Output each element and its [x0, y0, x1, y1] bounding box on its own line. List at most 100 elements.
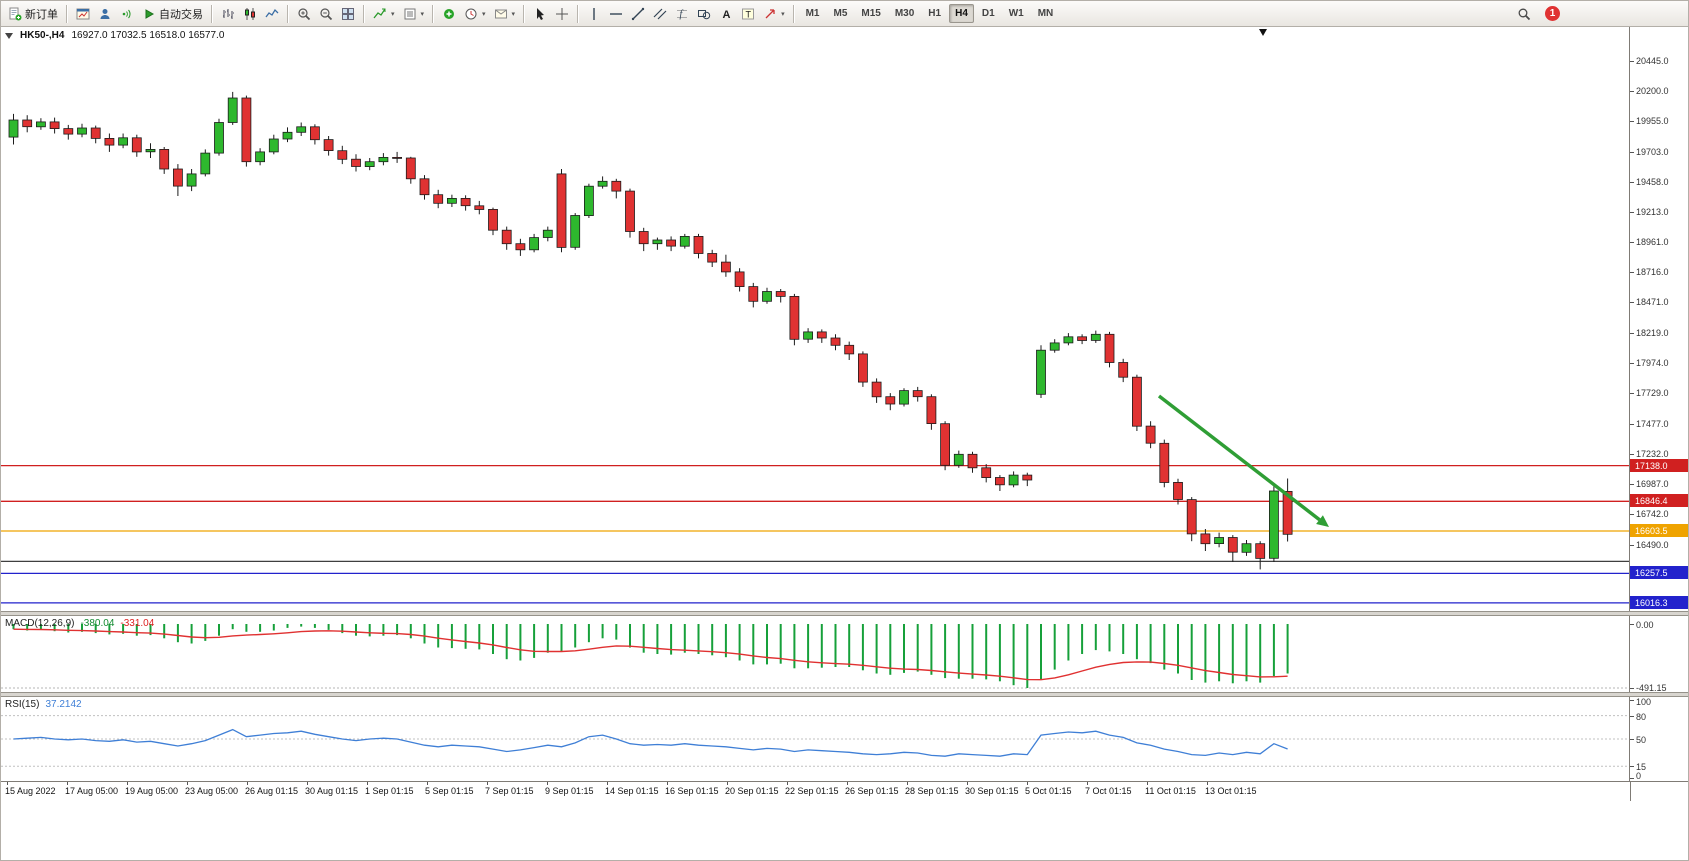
indicators-button[interactable]: ▾	[369, 3, 399, 25]
rsi-name: RSI(15)	[5, 699, 40, 710]
tile-windows-button[interactable]	[337, 3, 359, 25]
channel-button[interactable]	[649, 3, 671, 25]
horizontal-line-button[interactable]	[605, 3, 627, 25]
zoom-in-button[interactable]	[293, 3, 315, 25]
period-m15[interactable]: M15	[855, 4, 886, 23]
period-h4[interactable]: H4	[949, 4, 974, 23]
bar-chart-button[interactable]	[217, 3, 239, 25]
label-button[interactable]: T	[737, 3, 759, 25]
time-axis-label: 5 Sep 01:15	[425, 786, 474, 796]
time-axis[interactable]: 15 Aug 2022 17 Aug 05:00 19 Aug 05:00 23 Au…	[1, 781, 1688, 801]
candlestick-chart[interactable]	[1, 27, 1632, 611]
price-scale-label: 17974.0	[1636, 358, 1669, 368]
price-chart-pane[interactable]: HK50-,H4 16927.0 17032.5 16518.0 16577.0…	[1, 27, 1688, 611]
rsi-scale[interactable]: 100 80 50 15 0	[1629, 697, 1688, 781]
scale-tick	[1630, 121, 1634, 122]
macd-scale-label: -491.15	[1636, 683, 1667, 692]
pane-splitter-1[interactable]	[1, 611, 1688, 616]
rsi-scale-label: 0	[1636, 771, 1642, 781]
rsi-scale-label: 50	[1636, 735, 1647, 745]
axis-corner	[1630, 782, 1688, 801]
time-axis-label: 17 Aug 05:00	[65, 786, 119, 796]
main-toolbar: 新订单 自动交易 ▾ ▾ ▾ ▾ f A T ▾ M1 M5 M15 M30 H1 H4 D1 W1 MN 1	[1, 1, 1688, 27]
target-line-2-price-label: 16016.3	[1630, 596, 1688, 609]
rsi-pane[interactable]: RSI(15) 37.2142 100 80 50 15 0	[1, 697, 1688, 781]
zoom-out-button[interactable]	[315, 3, 337, 25]
scale-tick	[1630, 91, 1634, 92]
new-order-button[interactable]: 新订单	[4, 3, 62, 25]
rsi-label: RSI(15) 37.2142	[5, 699, 82, 710]
toolbar-separator	[432, 4, 435, 23]
profiles-button[interactable]	[94, 3, 116, 25]
rsi-value: 37.2142	[45, 699, 82, 710]
time-tick	[187, 782, 188, 785]
vertical-line-button[interactable]	[583, 3, 605, 25]
time-axis-label: 20 Sep 01:15	[725, 786, 779, 796]
text-button[interactable]: A	[715, 3, 737, 25]
arrows-button[interactable]: ▾	[759, 3, 789, 25]
period-h1[interactable]: H1	[922, 4, 947, 23]
price-scale[interactable]: 20445.0 20200.0 19955.0 19703.0 19458.0 19213…	[1629, 27, 1688, 611]
add-indicator-button[interactable]	[438, 3, 460, 25]
bar-position-marker	[1259, 29, 1267, 36]
scale-tick	[1630, 514, 1634, 515]
crosshair-button[interactable]	[551, 3, 573, 25]
search-button[interactable]	[1513, 3, 1535, 25]
candlestick-chart-button[interactable]	[239, 3, 261, 25]
scale-tick	[1630, 302, 1634, 303]
price-scale-label: 16490.0	[1636, 540, 1669, 550]
scale-tick	[1630, 152, 1634, 153]
trendline-button[interactable]	[627, 3, 649, 25]
cursor-button[interactable]	[529, 3, 551, 25]
notifications-badge[interactable]: 1	[1545, 6, 1560, 21]
periods-button-icon	[464, 7, 478, 21]
indicator-windows-button-icon	[403, 7, 417, 21]
templates-button[interactable]: ▾	[490, 3, 520, 25]
chevron-down-icon: ▾	[391, 10, 395, 18]
time-tick	[607, 782, 608, 785]
scale-tick	[1630, 363, 1634, 364]
period-m1[interactable]: M1	[800, 4, 826, 23]
macd-signal-value: -331.04	[120, 618, 155, 629]
price-scale-label: 19458.0	[1636, 177, 1669, 187]
rsi-scale-label: 15	[1636, 762, 1647, 772]
time-axis-label: 19 Aug 05:00	[125, 786, 179, 796]
period-m5[interactable]: M5	[827, 4, 853, 23]
period-m30-label: M30	[894, 8, 915, 19]
auto-trading-button[interactable]: 自动交易	[138, 3, 207, 25]
scale-tick	[1630, 212, 1634, 213]
period-d1[interactable]: D1	[976, 4, 1001, 23]
shapes-button[interactable]	[693, 3, 715, 25]
one-click-trading-icon[interactable]	[5, 32, 13, 39]
fibonacci-button[interactable]: f	[671, 3, 693, 25]
price-scale-label: 17729.0	[1636, 388, 1669, 398]
trend-arrow-object[interactable]	[1157, 394, 1321, 522]
macd-pane[interactable]: MACD(12,26,9) -380.04 -331.04 0.00 -491.1…	[1, 616, 1688, 692]
period-m30[interactable]: M30	[889, 4, 920, 23]
trend-arrow-head[interactable]	[1316, 515, 1329, 527]
line-chart-button[interactable]	[261, 3, 283, 25]
indicator-windows-button[interactable]: ▾	[399, 3, 429, 25]
signals-button[interactable]	[116, 3, 138, 25]
time-tick	[487, 782, 488, 785]
candlestick-chart-button-icon	[243, 7, 257, 21]
period-w1[interactable]: W1	[1003, 4, 1030, 23]
pane-splitter-2[interactable]	[1, 692, 1688, 697]
chevron-down-icon: ▾	[482, 10, 486, 18]
indicators-button-icon	[373, 7, 387, 21]
periods-button[interactable]: ▾	[460, 3, 490, 25]
time-tick	[787, 782, 788, 785]
time-axis-label: 9 Sep 01:15	[545, 786, 594, 796]
label-button-icon: T	[741, 7, 755, 21]
period-mn[interactable]: MN	[1032, 4, 1060, 23]
charts-button[interactable]	[72, 3, 94, 25]
scale-tick	[1630, 716, 1634, 717]
time-axis-label: 26 Aug 01:15	[245, 786, 299, 796]
time-tick	[67, 782, 68, 785]
time-axis-label: 15 Aug 2022	[5, 786, 56, 796]
period-h1-label: H1	[928, 8, 942, 19]
macd-scale[interactable]: 0.00 -491.15	[1629, 616, 1688, 692]
scale-tick	[1630, 739, 1634, 740]
price-scale-label: 19213.0	[1636, 207, 1669, 217]
auto-trading-button-label: 自动交易	[159, 8, 203, 21]
